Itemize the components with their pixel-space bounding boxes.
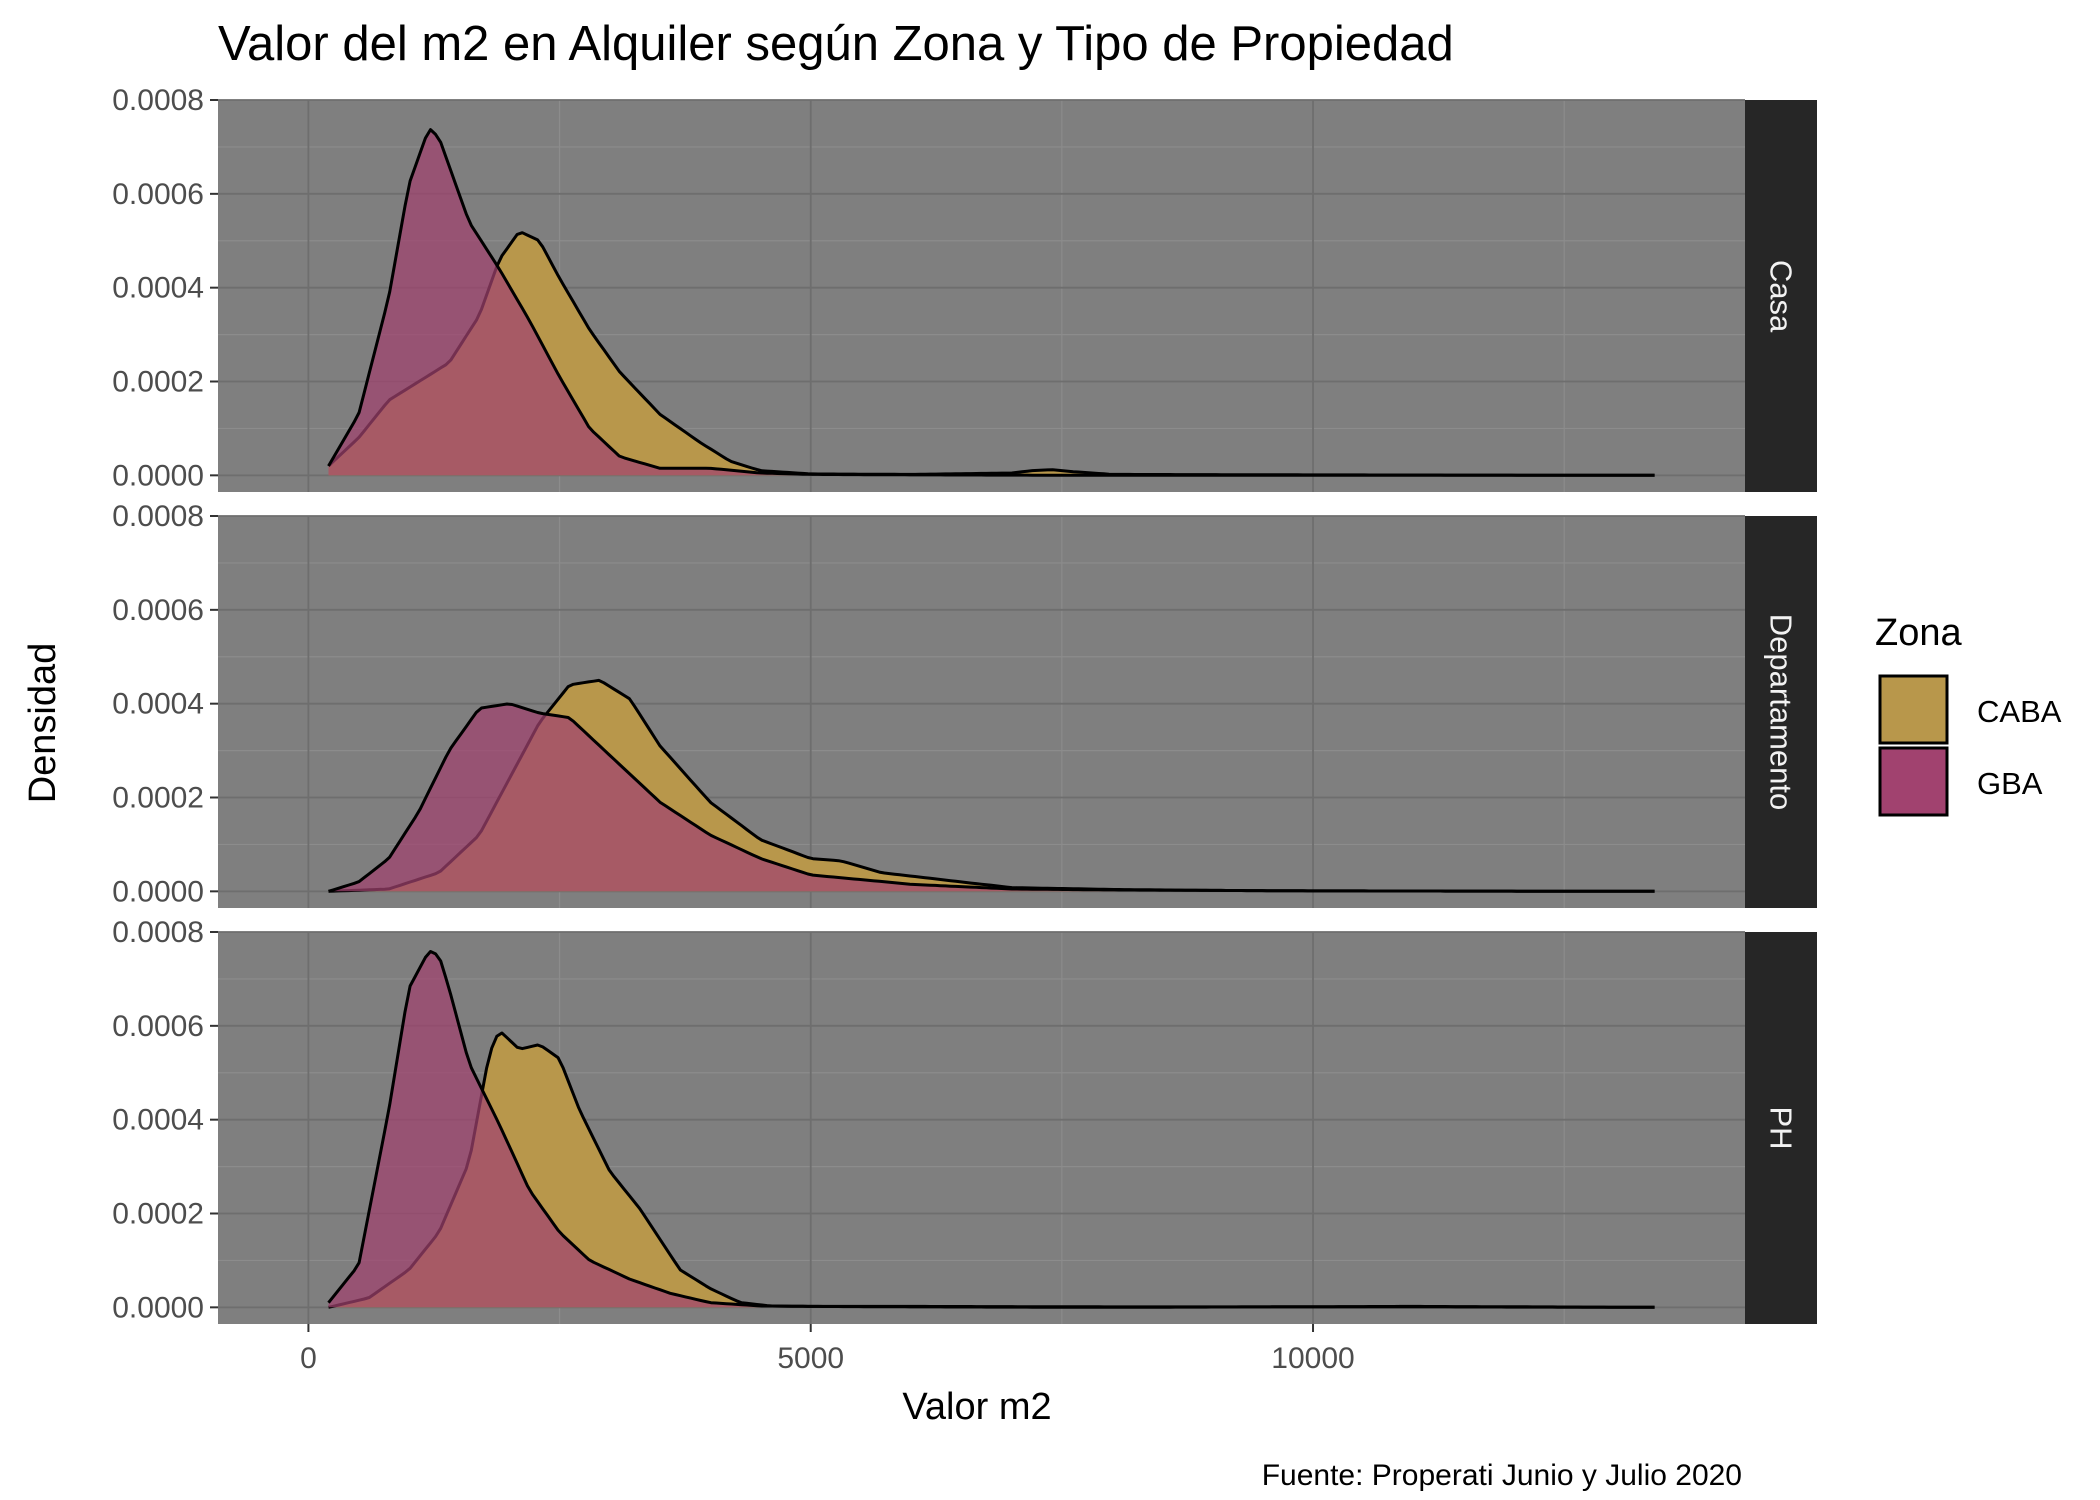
y-tick-label: 0.0008 [112, 84, 204, 117]
facet-strip [1745, 516, 1817, 908]
y-tick-label: 0.0004 [112, 688, 204, 721]
facet-strip-label: PH [1764, 1106, 1799, 1149]
facet-strip-label: Departamento [1764, 614, 1799, 810]
y-tick-label: 0.0008 [112, 916, 204, 949]
facet-departamento: Departamento 0.0000 0.0002 0.0004 0.0006 0.00… [112, 500, 1817, 908]
y-tick-label: 0.0006 [112, 594, 204, 627]
density-area-gba [328, 129, 1655, 476]
legend-label-caba: CABA [1977, 694, 2062, 729]
density-area-gba [328, 951, 1655, 1308]
facet-strip [1745, 100, 1817, 492]
density-area-gba [328, 704, 1655, 892]
facet-casa: Casa 0.0000 0.0002 0.0004 0.0006 0.0008 [112, 84, 1817, 492]
density-line-gba [327, 950, 1655, 1309]
legend-label-gba: GBA [1977, 766, 2043, 801]
y-tick-label: 0.0004 [112, 272, 204, 305]
y-tick-label: 0.0002 [112, 366, 204, 399]
y-tick-label: 0.0002 [112, 782, 204, 815]
facet-strip-label: Casa [1764, 260, 1799, 333]
x-tick-label: 0 [300, 1342, 317, 1375]
y-tick-label: 0.0006 [112, 178, 204, 211]
x-axis-label: Valor m2 [902, 1386, 1051, 1428]
caption: Fuente: Properati Junio y Julio 2020 [1262, 1459, 1742, 1492]
y-tick-label: 0.0006 [112, 1010, 204, 1043]
y-tick-label: 0.0000 [112, 875, 204, 908]
chart-title: Valor del m2 en Alquiler según Zona y Ti… [218, 17, 1454, 71]
facet-strip [1745, 932, 1817, 1324]
legend-key-caba [1878, 674, 1949, 745]
facet-ph: PH 0.0000 0.0002 0.0004 0.0006 0.0008 [112, 916, 1817, 1324]
y-tick-label: 0.0000 [112, 1291, 204, 1324]
y-tick-label: 0.0000 [112, 459, 204, 492]
x-tick-label: 10000 [1271, 1342, 1354, 1375]
x-tick-label: 5000 [777, 1342, 844, 1375]
legend-title: Zona [1875, 612, 1962, 654]
density-line-gba [328, 702, 1655, 893]
y-tick-label: 0.0004 [112, 1104, 204, 1137]
legend-key-gba [1878, 746, 1949, 817]
legend: Zona CABA GBA [1875, 612, 2062, 817]
y-tick-label: 0.0002 [112, 1198, 204, 1231]
density-line-gba [327, 128, 1655, 477]
y-tick-label: 0.0008 [112, 500, 204, 533]
x-axis: 0 5000 10000 [300, 1324, 1355, 1375]
y-axis-label: Densidad [22, 643, 64, 804]
